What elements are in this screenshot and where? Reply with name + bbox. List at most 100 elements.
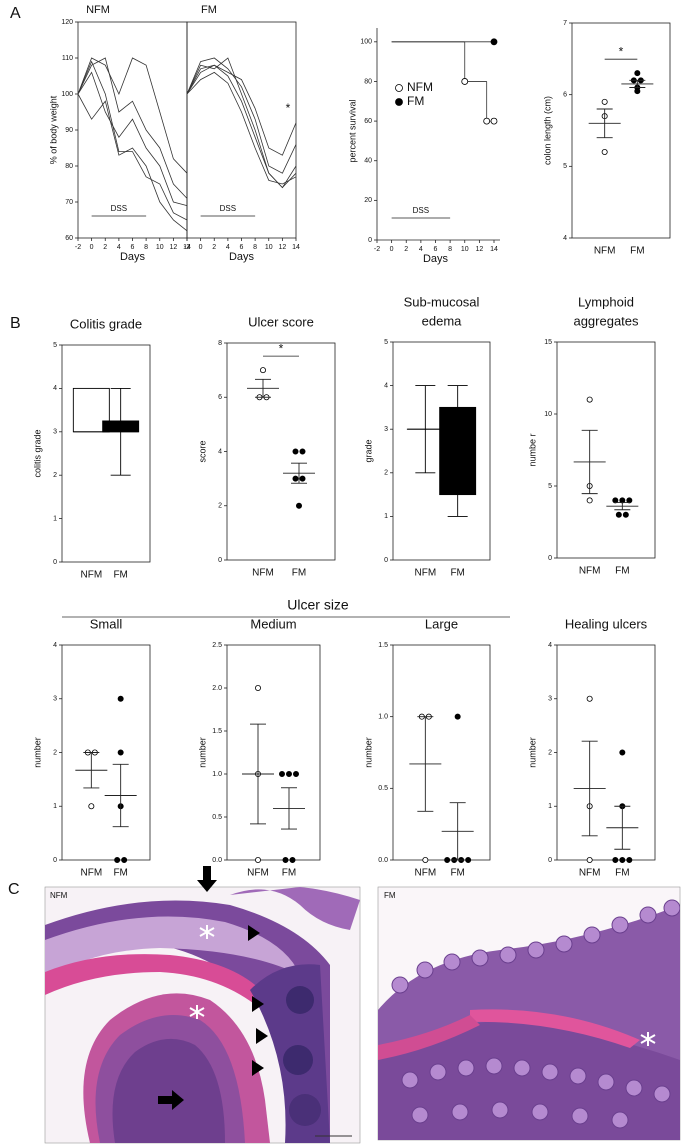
x-tick-label: 4 (226, 244, 230, 251)
x-tick-label: -2 (374, 246, 380, 253)
data-point (117, 749, 124, 756)
y-tick-label: 4 (218, 448, 222, 455)
chart-title: NFM (86, 4, 110, 16)
y-tick-label: 6 (563, 92, 567, 99)
data-point (619, 857, 626, 864)
data-point (586, 497, 593, 504)
y-tick-label: 80 (65, 163, 73, 170)
data-point (254, 857, 261, 864)
y-tick-label: 120 (61, 19, 73, 26)
y-tick-label: 0 (368, 237, 372, 244)
x-tick-label: 10 (265, 244, 273, 251)
x-tick-label: 12 (169, 244, 177, 251)
chart-title: Sub-mucosal (404, 294, 480, 309)
y-tick-label: 1 (548, 803, 552, 810)
data-point (88, 803, 95, 810)
x-tick-label: 6 (434, 246, 438, 253)
weight-line (77, 60, 188, 221)
x-axis-label: Days (229, 251, 255, 263)
y-axis-label: score (197, 440, 207, 462)
dss-label: DSS (413, 206, 429, 215)
x-tick-label: NFM (579, 868, 601, 879)
x-tick-label: -2 (75, 244, 81, 251)
weight-line (186, 64, 297, 189)
x-tick-label: 6 (131, 244, 135, 251)
data-point (299, 475, 306, 482)
y-tick-label: 0 (218, 557, 222, 564)
y-tick-label: 0.5 (212, 814, 222, 821)
chart-title: Lymphoid (578, 294, 634, 309)
x-tick-label: 2 (103, 244, 107, 251)
weight-line (77, 93, 188, 232)
y-tick-label: 0 (384, 557, 388, 564)
y-tick-label: 1.0 (378, 714, 388, 721)
chart-title: edema (422, 313, 463, 328)
y-tick-label: 1 (384, 513, 388, 520)
x-tick-label: FM (292, 568, 306, 579)
data-point (586, 857, 593, 864)
x-tick-label: FM (615, 868, 629, 879)
chart-title: aggregates (573, 313, 639, 328)
data-point (601, 98, 608, 105)
plot-frame (186, 21, 297, 239)
weight-line (186, 64, 297, 156)
data-point (259, 367, 266, 374)
y-tick-label: 100 (360, 39, 372, 46)
chart-title: Large (425, 616, 458, 631)
x-tick-label: FM (450, 568, 464, 579)
y-tick-label: 4 (563, 235, 567, 242)
y-tick-label: 2 (218, 503, 222, 510)
y-tick-label: 40 (364, 158, 372, 165)
histology-nfm: NFM (44, 866, 361, 1144)
y-tick-label: 15 (544, 339, 552, 346)
y-tick-label: 2.5 (212, 642, 222, 649)
x-tick-label: NFM (414, 868, 436, 879)
y-tick-label: 1.5 (212, 728, 222, 735)
weight-line (186, 57, 297, 174)
y-tick-label: 0 (548, 857, 552, 864)
data-point (292, 771, 299, 778)
x-tick-label: NFM (80, 868, 102, 879)
data-point (634, 88, 641, 95)
y-tick-label: 60 (65, 235, 73, 242)
survival-point (490, 38, 498, 46)
data-point (634, 70, 641, 77)
y-tick-label: 8 (218, 340, 222, 347)
legend-label: NFM (407, 80, 433, 94)
y-tick-label: 0.5 (378, 785, 388, 792)
y-tick-label: 7 (563, 20, 567, 27)
data-point (622, 511, 629, 518)
plot-frame (77, 21, 188, 239)
box (102, 420, 140, 433)
y-axis-label: number (363, 737, 373, 768)
x-tick-label: FM (113, 868, 127, 879)
y-axis-label: number (32, 737, 42, 768)
y-tick-label: 1 (53, 515, 57, 522)
data-point (422, 857, 429, 864)
x-tick-label: 10 (156, 244, 164, 251)
y-tick-label: 3 (384, 426, 388, 433)
x-tick-label: FM (282, 868, 296, 879)
y-tick-label: 1 (53, 803, 57, 810)
dss-label: DSS (111, 204, 127, 213)
x-tick-label: NFM (579, 566, 601, 577)
chart-title: FM (201, 4, 217, 16)
data-point (586, 396, 593, 403)
data-point (619, 749, 626, 756)
survival-point (461, 78, 469, 85)
y-tick-label: 1.5 (378, 642, 388, 649)
y-tick-label: 4 (384, 382, 388, 389)
plot-frame (556, 644, 656, 861)
x-tick-label: 4 (117, 244, 121, 251)
survival-point (490, 117, 498, 125)
y-axis-label: colon length (cm) (542, 96, 552, 165)
image-label: FM (384, 891, 396, 900)
data-point (295, 502, 302, 509)
y-tick-label: 110 (62, 55, 73, 62)
y-axis-label: grade (363, 439, 373, 462)
y-tick-label: 20 (364, 197, 372, 204)
y-axis-label: colitis grade (32, 429, 42, 477)
y-tick-label: 80 (364, 78, 372, 85)
data-point (289, 857, 296, 864)
y-tick-label: 3 (53, 696, 57, 703)
